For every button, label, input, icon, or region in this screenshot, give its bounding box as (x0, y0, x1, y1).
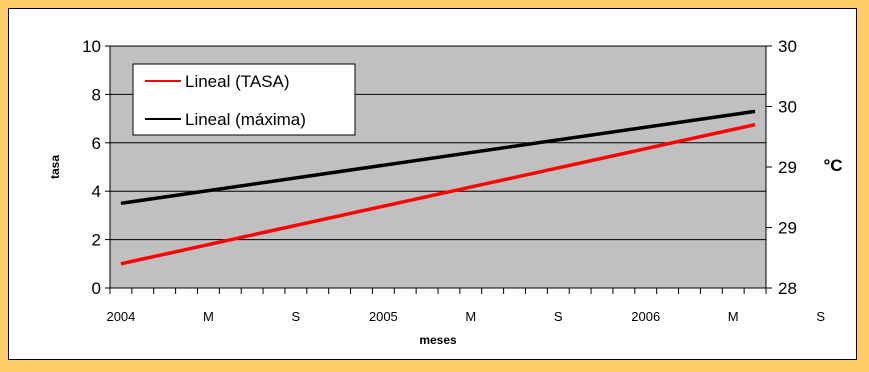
legend-box (132, 63, 356, 136)
x-tick-label: S (816, 309, 825, 324)
y-tick-label: 0 (92, 279, 101, 298)
chart-svg: 0 2 4 6 8 10 28 29 29 30 30 2004 M S 2005 M S 2006 M S mese… (48, 37, 843, 347)
y-axis-title: tasa (48, 155, 62, 179)
x-tick-label: S (554, 309, 563, 324)
y-tick-label: 2 (92, 231, 101, 250)
series-line-0 (120, 122, 756, 266)
y-tick-label: 8 (92, 85, 101, 104)
legend-label-maxima: Lineal (máxima) (185, 110, 306, 129)
y-tick-label: 6 (92, 134, 101, 153)
x-tick-label: S (292, 309, 301, 324)
legend-label-tasa: Lineal (TASA) (185, 72, 290, 91)
x-tick-label: M (203, 309, 214, 324)
legend: Lineal (TASA) Lineal (máxima) (132, 63, 356, 136)
series-line-1 (120, 109, 756, 206)
x-tick-label: 2006 (631, 309, 660, 324)
y-tick-label: 4 (92, 182, 101, 201)
series-layer (120, 109, 756, 266)
x-tick-label: M (728, 309, 739, 324)
y2-tick-label: 30 (778, 37, 797, 56)
grid-lines (110, 45, 766, 241)
y2-tick-label: 30 (778, 98, 797, 117)
y2-tick-label: 29 (778, 219, 797, 238)
chart-frame: 0 2 4 6 8 10 28 29 29 30 30 2004 M S 2005 M S 2006 M S mese… (8, 8, 857, 360)
x-axis-title: meses (419, 333, 457, 347)
y2-tick-label: 29 (778, 158, 797, 177)
tick-labels: 0 2 4 6 8 10 28 29 29 30 30 2004 M S 2005 M S 2006 M S (82, 37, 825, 324)
y2-tick-label: 28 (778, 279, 797, 298)
axes (105, 45, 772, 294)
y2-axis-title: °C (823, 156, 842, 175)
x-tick-label: 2004 (106, 309, 135, 324)
y-tick-label: 10 (82, 37, 101, 56)
x-tick-label: M (465, 309, 476, 324)
x-tick-label: 2005 (369, 309, 398, 324)
